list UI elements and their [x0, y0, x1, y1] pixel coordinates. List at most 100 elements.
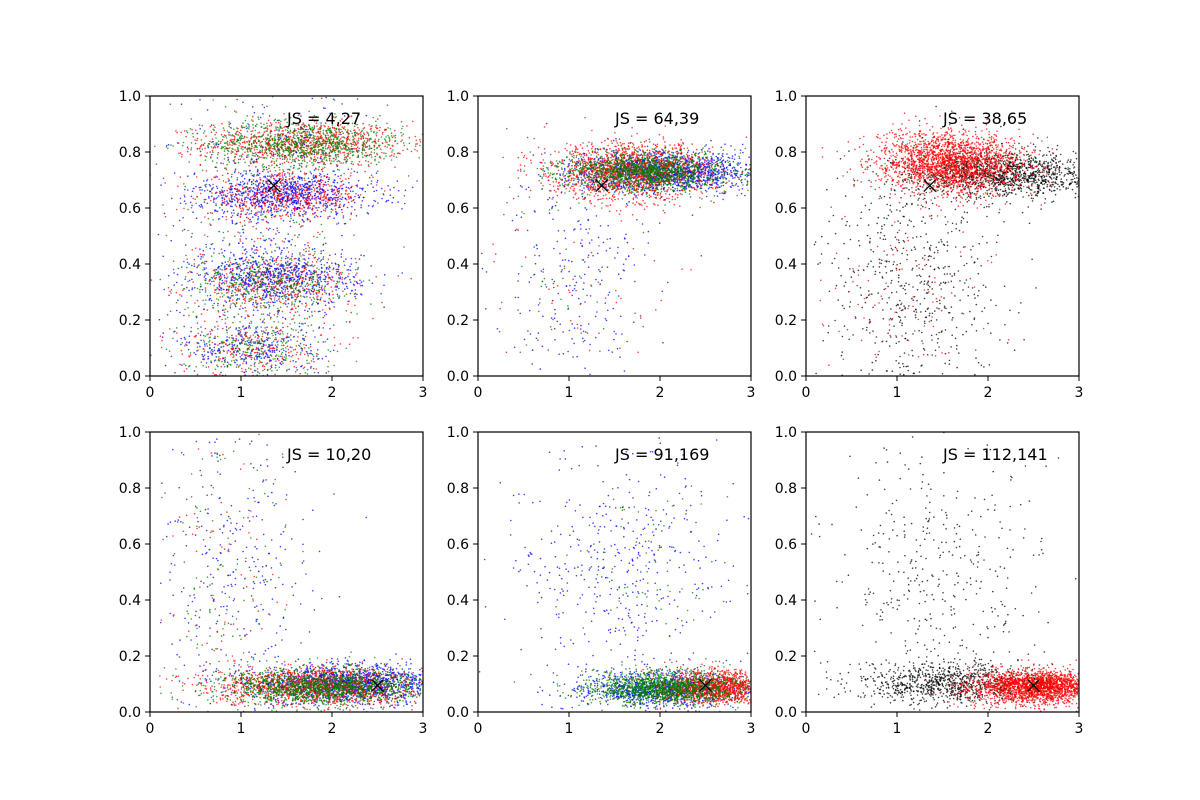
data-point [268, 167, 270, 170]
data-point [262, 252, 265, 255]
data-point [266, 210, 268, 213]
data-point [242, 180, 244, 183]
data-point [268, 203, 271, 206]
data-point [297, 269, 299, 272]
data-point [349, 190, 352, 192]
data-point [356, 185, 359, 188]
data-point [295, 129, 297, 132]
data-point [305, 264, 307, 266]
data-point [282, 302, 285, 305]
data-point [345, 160, 348, 163]
data-point [315, 132, 318, 134]
data-point [299, 152, 301, 155]
data-point [293, 278, 296, 280]
data-point [241, 145, 244, 148]
data-point [341, 198, 343, 200]
data-point [272, 155, 275, 157]
data-point [373, 145, 376, 147]
data-point [318, 191, 320, 193]
data-point [279, 169, 281, 171]
data-point [352, 138, 355, 141]
data-point [291, 253, 294, 255]
data-point [285, 214, 287, 216]
data-point [345, 141, 348, 144]
data-point [209, 140, 211, 143]
data-point [307, 257, 310, 260]
data-point [345, 199, 348, 201]
data-point [243, 202, 245, 204]
data-point [328, 294, 331, 296]
data-point [304, 182, 307, 185]
data-point [258, 131, 261, 134]
data-point [287, 260, 289, 263]
data-point [318, 284, 321, 286]
data-point [336, 200, 338, 202]
data-point [387, 184, 389, 187]
data-point [213, 146, 215, 149]
data-point [232, 302, 234, 304]
data-point [292, 360, 294, 362]
data-point [301, 283, 304, 285]
data-point [305, 331, 308, 334]
data-point [251, 248, 253, 251]
data-point [288, 192, 290, 195]
data-point [254, 155, 257, 157]
data-point [318, 286, 321, 289]
data-point [269, 258, 271, 261]
data-point [276, 133, 279, 135]
data-point [285, 275, 287, 278]
data-point [293, 128, 296, 130]
data-point [192, 197, 195, 200]
data-point [203, 276, 206, 278]
data-point [249, 147, 251, 149]
data-point [328, 159, 331, 162]
data-point [230, 212, 233, 214]
data-point [350, 145, 353, 148]
data-point [387, 134, 389, 137]
data-point [334, 262, 337, 265]
data-point [240, 147, 243, 150]
data-point [339, 195, 341, 197]
data-point [194, 353, 197, 356]
data-point [322, 144, 324, 146]
data-point [233, 316, 236, 318]
data-point [316, 278, 319, 281]
data-point [273, 351, 276, 354]
data-point [305, 262, 307, 265]
data-point [313, 271, 316, 274]
data-point [308, 195, 310, 198]
data-point [291, 197, 293, 200]
data-point [181, 153, 183, 156]
data-point [250, 290, 253, 293]
data-point [376, 118, 379, 120]
data-point [290, 334, 292, 336]
data-point [331, 151, 333, 154]
data-point [330, 278, 332, 281]
data-point [368, 140, 371, 142]
data-point [205, 343, 208, 345]
data-point [380, 136, 383, 138]
data-point [301, 350, 304, 352]
data-point [380, 148, 382, 150]
data-point [274, 133, 277, 136]
data-point [322, 147, 325, 150]
data-point [385, 136, 387, 138]
data-point [257, 282, 259, 284]
data-point [322, 133, 325, 135]
data-point [318, 174, 321, 177]
data-point [318, 149, 320, 151]
data-point [357, 141, 359, 143]
data-point [377, 202, 379, 204]
data-point [334, 173, 337, 176]
data-point [397, 190, 400, 192]
data-point [245, 256, 248, 259]
data-point [231, 205, 233, 208]
data-point [252, 187, 255, 189]
data-point [308, 186, 310, 189]
data-point [280, 340, 282, 343]
data-point [309, 181, 312, 183]
data-point [237, 313, 240, 315]
data-point [265, 216, 268, 219]
data-point [290, 183, 293, 185]
data-point [226, 352, 229, 354]
